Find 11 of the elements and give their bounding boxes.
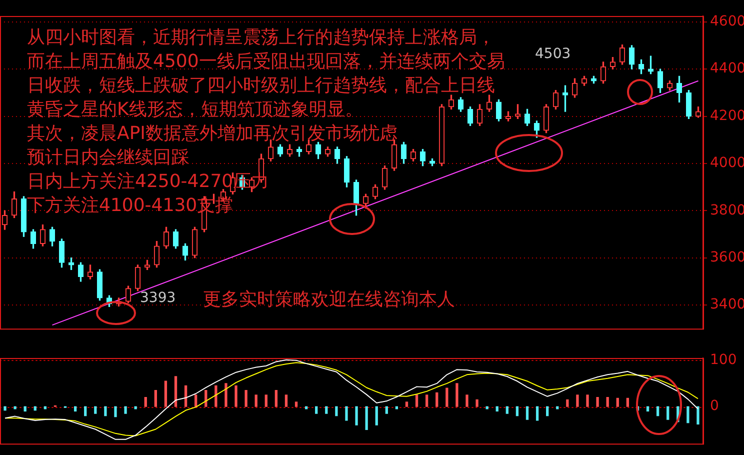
annotation: 其次，凌晨API数据意外增加再次引发市场忧虑 — [27, 123, 398, 145]
annotation: 4503 — [535, 46, 571, 62]
annotation: 而在上周五触及4500一线后受阻出现回落，并连续两个交易 — [27, 51, 505, 73]
annotation: 更多实时策略欢迎在线咨询本人 — [203, 289, 455, 311]
annotation: 日收跌，短线上跌破了四小时级别上行趋势线，配合上日线 — [27, 75, 495, 97]
annotation: 从四小时图看，近期行情呈震荡上行的趋势保持上涨格局， — [27, 27, 495, 49]
y-tick-label: 0 — [710, 398, 719, 414]
annotation: 黄昏之星的K线形态，短期筑顶迹象明显。 — [27, 99, 363, 121]
annotation: 3393 — [140, 290, 176, 306]
annotation: 预计日内会继续回踩 — [27, 147, 189, 169]
y-tick-label: 100 — [710, 352, 737, 368]
